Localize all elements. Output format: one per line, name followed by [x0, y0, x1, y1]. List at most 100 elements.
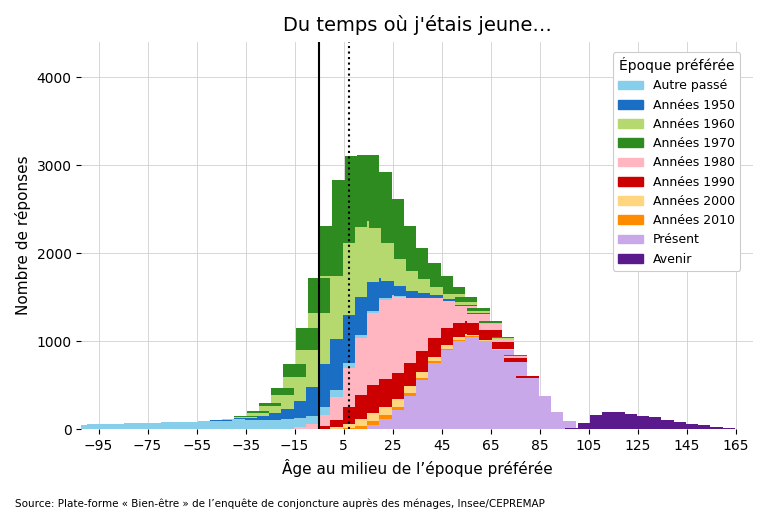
Bar — [467, 311, 490, 313]
Bar — [479, 323, 502, 324]
Bar — [712, 428, 735, 429]
Bar — [430, 328, 453, 345]
Bar — [455, 302, 478, 305]
Bar — [357, 283, 379, 311]
Bar — [345, 395, 367, 419]
Bar — [382, 399, 404, 407]
Bar — [283, 377, 306, 401]
Bar — [442, 337, 465, 340]
Bar — [320, 419, 343, 428]
Bar — [283, 401, 306, 418]
Bar — [442, 342, 465, 429]
Bar — [382, 295, 404, 296]
Bar — [308, 365, 330, 407]
Bar — [357, 221, 379, 283]
Bar — [247, 413, 269, 416]
Text: Source: Plate-forme « Bien-être » de l’enquête de conjoncture auprès des ménages: Source: Plate-forme « Bien-être » de l’e… — [15, 499, 545, 509]
Bar — [161, 422, 184, 429]
Bar — [234, 420, 257, 429]
Bar — [602, 412, 624, 429]
Bar — [247, 411, 269, 413]
Bar — [369, 278, 392, 298]
Bar — [357, 413, 379, 421]
Bar — [430, 298, 453, 328]
Bar — [406, 271, 429, 291]
Bar — [492, 338, 515, 342]
Bar — [394, 259, 416, 286]
Bar — [296, 416, 318, 424]
Bar — [516, 378, 539, 429]
Bar — [75, 425, 98, 429]
Bar — [333, 428, 355, 429]
Bar — [419, 263, 441, 280]
Bar — [664, 422, 686, 429]
Bar — [357, 155, 379, 221]
Bar — [333, 407, 355, 424]
Bar — [528, 396, 551, 429]
Bar — [345, 338, 367, 395]
Bar — [173, 422, 196, 429]
Bar — [308, 313, 330, 365]
Bar — [467, 313, 490, 314]
Bar — [382, 296, 404, 373]
Bar — [124, 423, 147, 429]
Bar — [382, 373, 404, 399]
Bar — [308, 278, 330, 313]
Bar — [345, 335, 367, 338]
Bar — [320, 428, 343, 429]
Bar — [296, 328, 318, 351]
Bar — [467, 337, 490, 429]
Bar — [296, 351, 318, 388]
Bar — [308, 407, 330, 415]
Bar — [333, 364, 355, 368]
Bar — [541, 412, 563, 429]
Bar — [479, 321, 502, 323]
Bar — [406, 378, 429, 380]
Bar — [259, 413, 281, 419]
Bar — [394, 362, 416, 387]
Bar — [369, 419, 392, 429]
Bar — [419, 293, 441, 297]
Bar — [394, 396, 416, 429]
Bar — [479, 330, 502, 340]
Bar — [100, 424, 122, 429]
Bar — [455, 337, 478, 429]
Bar — [394, 286, 416, 296]
Bar — [283, 428, 306, 429]
Bar — [271, 409, 293, 419]
Bar — [455, 306, 478, 321]
Bar — [504, 356, 527, 357]
Bar — [333, 180, 355, 243]
Bar — [320, 397, 343, 419]
Bar — [112, 423, 134, 429]
Bar — [222, 420, 245, 429]
Bar — [406, 372, 429, 378]
Bar — [197, 421, 220, 429]
Bar — [382, 281, 404, 295]
Bar — [430, 295, 453, 298]
Bar — [590, 415, 612, 429]
Bar — [369, 228, 392, 278]
Bar — [419, 363, 441, 429]
Bar — [455, 305, 478, 306]
Bar — [394, 226, 416, 259]
Bar — [700, 427, 723, 429]
Bar — [296, 424, 318, 429]
Bar — [259, 403, 281, 406]
Bar — [320, 339, 343, 390]
Bar — [259, 406, 281, 413]
Bar — [553, 421, 575, 429]
Bar — [442, 287, 465, 294]
Bar — [271, 388, 293, 395]
Bar — [247, 416, 269, 419]
Bar — [247, 419, 269, 429]
Bar — [455, 336, 478, 337]
Bar — [88, 424, 110, 429]
Bar — [430, 345, 453, 349]
Bar — [369, 300, 392, 379]
Bar — [406, 380, 429, 429]
Bar — [136, 423, 159, 429]
Bar — [357, 385, 379, 413]
Bar — [234, 418, 257, 420]
Bar — [320, 390, 343, 397]
